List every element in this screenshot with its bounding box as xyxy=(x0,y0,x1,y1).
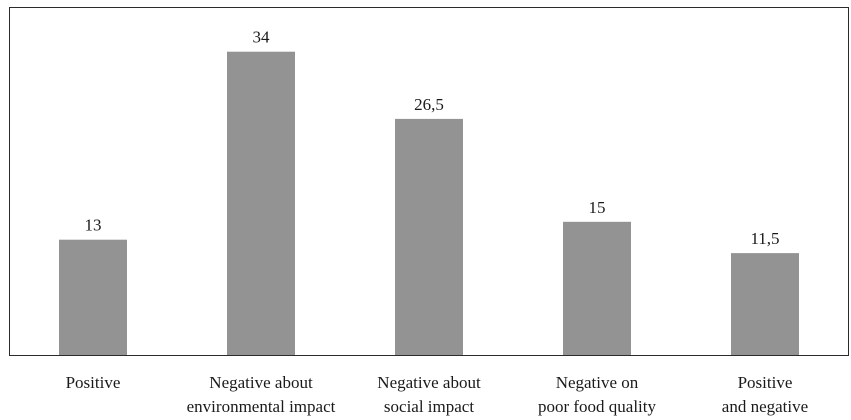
bar-1 xyxy=(59,239,127,356)
category-label-4-line-1: Negative on xyxy=(556,373,639,392)
value-label-2: 34 xyxy=(253,28,271,47)
category-label-4-line-2: poor food quality xyxy=(538,397,657,416)
bar-5 xyxy=(731,253,799,356)
value-label-5: 11,5 xyxy=(750,229,779,248)
category-label-5-line-2: and negative xyxy=(722,397,808,416)
value-label-4: 15 xyxy=(589,198,606,217)
category-label-5-line-1: Positive xyxy=(738,373,793,392)
bars-group xyxy=(59,51,799,357)
bar-2 xyxy=(227,51,295,356)
bar-4 xyxy=(563,221,631,356)
bar-3 xyxy=(395,118,463,357)
category-label-2-line-2: environmental impact xyxy=(187,397,336,416)
value-label-3: 26,5 xyxy=(414,95,444,114)
category-label-3-line-2: social impact xyxy=(384,397,474,416)
plot-frame xyxy=(9,7,849,356)
category-labels-group: Positive Negative about environmental impa… xyxy=(66,373,809,416)
value-labels-group: 13 34 26,5 15 11,5 xyxy=(85,28,780,248)
category-label-2-line-1: Negative about xyxy=(209,373,313,392)
category-label-1-line-1: Positive xyxy=(66,373,121,392)
category-label-3-line-1: Negative about xyxy=(377,373,481,392)
value-label-1: 13 xyxy=(85,216,102,235)
